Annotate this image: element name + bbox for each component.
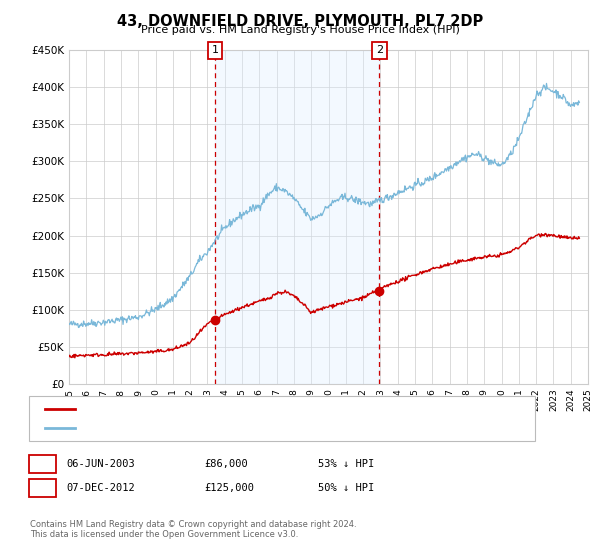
Text: HPI: Average price, detached house, City of Plymouth: HPI: Average price, detached house, City… [79, 423, 341, 433]
Text: 2: 2 [376, 45, 383, 55]
Text: 43, DOWNFIELD DRIVE, PLYMOUTH, PL7 2DP: 43, DOWNFIELD DRIVE, PLYMOUTH, PL7 2DP [117, 14, 483, 29]
Text: £125,000: £125,000 [204, 483, 254, 493]
Text: Contains HM Land Registry data © Crown copyright and database right 2024.
This d: Contains HM Land Registry data © Crown c… [30, 520, 356, 539]
Text: 2: 2 [39, 483, 46, 493]
Text: 50% ↓ HPI: 50% ↓ HPI [318, 483, 374, 493]
Text: Price paid vs. HM Land Registry's House Price Index (HPI): Price paid vs. HM Land Registry's House … [140, 25, 460, 35]
Text: £86,000: £86,000 [204, 459, 248, 469]
Text: 1: 1 [39, 459, 46, 469]
Text: 1: 1 [212, 45, 218, 55]
Bar [215, 50, 379, 384]
Text: 53% ↓ HPI: 53% ↓ HPI [318, 459, 374, 469]
Text: 07-DEC-2012: 07-DEC-2012 [66, 483, 135, 493]
Text: 43, DOWNFIELD DRIVE, PLYMOUTH, PL7 2DP (detached house): 43, DOWNFIELD DRIVE, PLYMOUTH, PL7 2DP (… [79, 404, 386, 414]
Text: 06-JUN-2003: 06-JUN-2003 [66, 459, 135, 469]
